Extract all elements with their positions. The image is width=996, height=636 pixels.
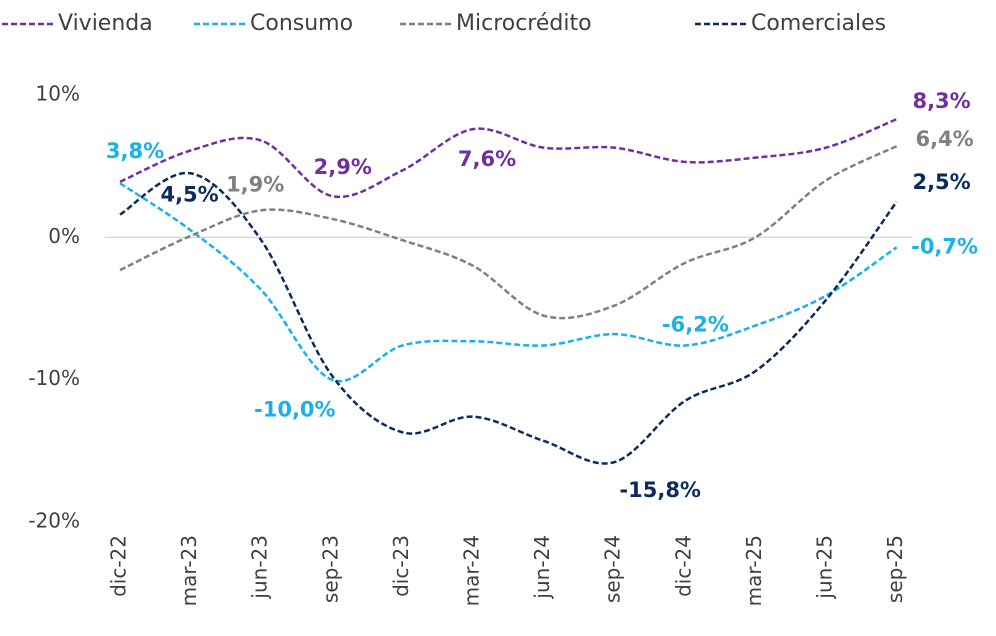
x-tick-label: sep-23: [318, 535, 342, 603]
x-tick-label: dic-24: [671, 535, 695, 597]
x-tick-label: dic-22: [107, 535, 131, 597]
legend-label: Consumo: [250, 11, 353, 36]
series-line: [119, 145, 898, 320]
value-label: 3,8%: [106, 139, 164, 163]
value-label: 2,9%: [314, 155, 372, 179]
legend-label: Comerciales: [751, 11, 886, 36]
value-label: 6,4%: [915, 127, 973, 151]
x-tick-label: jun-23: [248, 535, 272, 600]
y-tick-label: 0%: [48, 224, 80, 248]
series-line: [119, 118, 898, 199]
series-line: [119, 182, 898, 383]
x-tick-label: jun-24: [530, 535, 554, 600]
x-tick-label: mar-24: [460, 535, 484, 606]
legend-label: Vivienda: [58, 11, 153, 36]
y-tick-label: -20%: [28, 509, 80, 533]
x-tick-label: sep-25: [883, 535, 907, 603]
value-label: -10,0%: [254, 398, 336, 422]
series-line: [119, 171, 898, 465]
value-label: 2,5%: [912, 170, 970, 194]
x-tick-label: sep-24: [601, 535, 625, 603]
value-label: -6,2%: [662, 313, 729, 337]
x-tick-label: jun-25: [813, 535, 837, 600]
value-label: 1,9%: [226, 172, 284, 196]
value-label: 8,3%: [912, 89, 970, 113]
value-label: 7,6%: [458, 147, 516, 171]
value-label: -0,7%: [911, 234, 978, 258]
x-tick-label: dic-23: [389, 535, 413, 597]
y-tick-label: -10%: [28, 366, 80, 390]
x-tick-label: mar-25: [742, 535, 766, 606]
x-tick-label: mar-23: [177, 535, 201, 606]
legend-label: Microcrédito: [456, 11, 592, 36]
value-label: 4,5%: [160, 182, 218, 206]
y-tick-label: 10%: [36, 82, 80, 106]
value-label: -15,8%: [619, 478, 701, 502]
